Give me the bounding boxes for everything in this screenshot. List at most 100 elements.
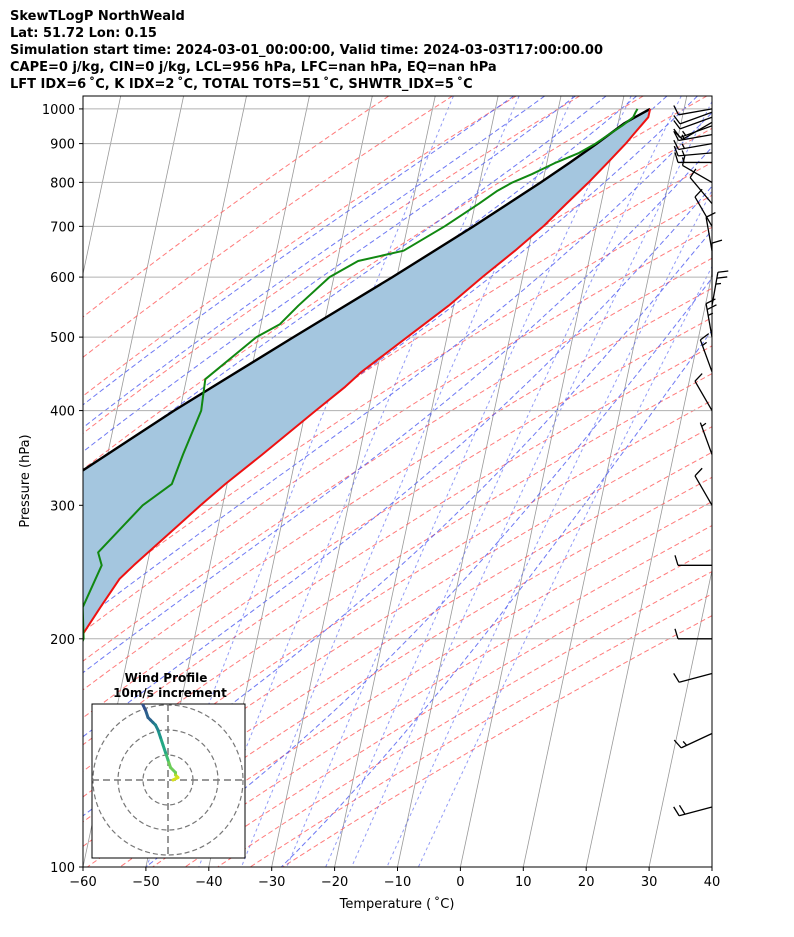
- barb-staff: [679, 116, 713, 130]
- wind-barb: [711, 270, 729, 306]
- barb-flag: [705, 298, 716, 305]
- barb-staff: [678, 806, 713, 817]
- wind-barb: [705, 298, 717, 338]
- dry-adiabat-line: [83, 96, 390, 318]
- wind-barb: [681, 155, 713, 183]
- wind-barb: [694, 373, 713, 411]
- x-tick-label: −60: [69, 875, 96, 890]
- wind-barb: [673, 732, 713, 749]
- barb-flag: [694, 373, 703, 382]
- isotherm-line: [83, 96, 122, 276]
- x-tick-label: 30: [641, 875, 658, 890]
- wind-barb: [694, 188, 713, 227]
- barb-flag: [673, 739, 682, 749]
- x-tick-label: 0: [456, 875, 464, 890]
- wind-barb: [673, 130, 713, 142]
- barb-flag: [673, 806, 680, 817]
- wind-barb: [673, 105, 713, 116]
- y-tick-label: 600: [50, 271, 75, 286]
- barb-flag: [678, 804, 686, 815]
- barb-flag: [699, 333, 710, 341]
- barb-flag: [673, 105, 680, 116]
- barb-flag: [673, 130, 680, 141]
- dry-adiabat-line: [83, 257, 712, 662]
- hodograph-rings: [92, 704, 245, 858]
- wind-barb: [673, 672, 713, 683]
- dry-adiabat-line: [119, 501, 712, 867]
- barb-flag: [674, 152, 679, 163]
- barb-staff: [678, 108, 713, 116]
- location-line: Lat: 51.72 Lon: 0.15: [10, 26, 157, 41]
- isotherm-line: [522, 96, 688, 867]
- x-axis-label: Temperature ( ˚C): [339, 896, 455, 912]
- barb-staff: [694, 196, 713, 227]
- isotherm-line: [334, 96, 499, 867]
- isotherm-line: [460, 96, 625, 867]
- x-tick-label: −40: [195, 875, 222, 890]
- y-tick-label: 900: [50, 138, 75, 153]
- wind-barb: [674, 628, 712, 640]
- wind-barb: [673, 145, 713, 157]
- barb-flag: [711, 239, 723, 244]
- y-tick-label: 100: [50, 861, 75, 876]
- barb-flag: [673, 115, 681, 125]
- wind-barb: [705, 211, 716, 251]
- barb-half-flag: [702, 341, 707, 347]
- moist-adiabat-line: [83, 96, 607, 479]
- y-tick-label: 1000: [42, 103, 75, 118]
- barb-flag: [681, 155, 686, 166]
- y-axis-label: Pressure (hPa): [18, 434, 33, 527]
- dry-adiabat-line: [87, 476, 712, 867]
- mixing-ratio-lines: [146, 96, 712, 867]
- barb-staff: [694, 380, 713, 411]
- mixing-ratio-line: [351, 100, 712, 867]
- barb-flag: [673, 673, 680, 683]
- x-tick-label: −20: [321, 875, 348, 890]
- wind-barb: [694, 467, 713, 506]
- moist-adiabat-line: [83, 185, 712, 738]
- barb-staff: [680, 732, 713, 749]
- y-tick-label: 300: [50, 499, 75, 514]
- barb-half-flag: [681, 134, 686, 140]
- dry-adiabat-line: [83, 194, 712, 602]
- x-axis-ticks: −60 −50 −40 −30 −20 −10 0 10 20 30 40: [69, 867, 720, 890]
- isotherm-line: [271, 96, 436, 867]
- isotherm-line: [775, 96, 794, 867]
- moist-adiabat-line: [83, 229, 712, 817]
- wind-barb: [673, 116, 713, 130]
- chart-title-block: SkewTLogP NorthWeald Lat: 51.72 Lon: 0.1…: [10, 8, 603, 93]
- mixing-ratio-line: [198, 96, 520, 867]
- barb-flag: [673, 120, 681, 130]
- barb-staff: [682, 164, 713, 183]
- wind-barb: [673, 111, 713, 125]
- hodograph-trace-segment: [141, 704, 147, 712]
- cin-shaded-area: [83, 108, 651, 634]
- wind-barb: [673, 139, 713, 151]
- barb-flag: [705, 211, 716, 218]
- wind-barb: [699, 333, 713, 373]
- barb-half-flag: [682, 130, 687, 136]
- isotherm-line: [648, 568, 712, 867]
- dry-adiabat-line: [83, 226, 712, 633]
- dry-adiabat-line: [83, 96, 580, 434]
- barb-flag: [673, 128, 681, 138]
- indices-line: LFT IDX=6 ˚C, K IDX=2 ˚C, TOTAL TOTS=51 …: [10, 77, 473, 92]
- dry-adiabat-line: [217, 570, 712, 867]
- hodograph-title: Wind Profile: [125, 671, 208, 685]
- dry-adiabat-line: [83, 316, 712, 719]
- barb-flag: [673, 139, 680, 150]
- cin-shade: [83, 108, 651, 634]
- barb-half-flag: [715, 282, 722, 285]
- wind-barb: [699, 422, 713, 455]
- x-tick-label: −10: [384, 875, 411, 890]
- barb-half-flag: [682, 741, 688, 746]
- isotherm-line: [711, 865, 712, 867]
- moist-adiabat-line: [83, 146, 712, 674]
- temperature-line: [83, 108, 652, 636]
- mixing-ratio-line: [286, 96, 632, 867]
- dry-adiabat-line: [83, 287, 712, 691]
- dry-adiabat-line: [282, 615, 712, 867]
- barb-staff: [699, 422, 713, 455]
- x-tick-label: 20: [578, 875, 595, 890]
